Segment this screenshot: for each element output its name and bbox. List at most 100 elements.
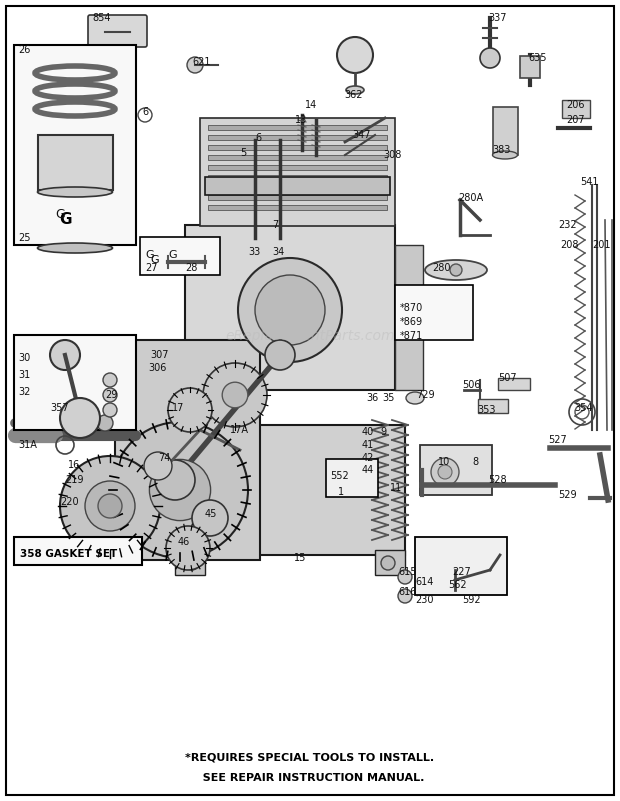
Text: 616: 616 (398, 587, 417, 597)
Text: 347: 347 (352, 130, 371, 140)
Text: 33: 33 (248, 247, 260, 257)
Circle shape (85, 481, 135, 531)
Text: 208: 208 (560, 240, 578, 250)
Bar (208, 155, 387, 160)
Circle shape (238, 258, 342, 362)
Text: 26: 26 (18, 45, 30, 55)
Bar (38, 135, 113, 190)
Circle shape (185, 556, 199, 570)
Bar (420, 445, 492, 495)
Text: 8: 8 (472, 457, 478, 467)
Bar (14, 335, 136, 430)
Ellipse shape (346, 86, 364, 94)
Text: 14: 14 (305, 100, 317, 110)
Bar (14, 537, 142, 565)
Text: 280: 280 (432, 263, 451, 273)
Circle shape (166, 526, 210, 570)
Circle shape (60, 456, 160, 556)
Text: 230: 230 (415, 595, 433, 605)
Text: 7: 7 (272, 220, 278, 230)
Circle shape (255, 275, 325, 345)
Bar (208, 205, 387, 210)
Circle shape (480, 48, 500, 68)
Ellipse shape (406, 392, 424, 404)
Ellipse shape (37, 187, 112, 197)
Text: 307: 307 (150, 350, 169, 360)
Text: 31: 31 (18, 370, 30, 380)
Text: 528: 528 (488, 475, 507, 485)
Bar (562, 100, 590, 118)
Bar (498, 378, 530, 390)
Text: 42: 42 (362, 453, 374, 463)
Circle shape (73, 411, 97, 435)
Text: 16: 16 (68, 460, 80, 470)
Circle shape (381, 556, 395, 570)
Circle shape (168, 388, 212, 432)
Text: 353: 353 (477, 405, 495, 415)
Text: SEE REPAIR INSTRUCTION MANUAL.: SEE REPAIR INSTRUCTION MANUAL. (195, 773, 425, 783)
Text: 9: 9 (380, 427, 386, 437)
Text: G: G (168, 250, 177, 260)
Text: G: G (145, 250, 154, 260)
Text: 529: 529 (558, 490, 577, 500)
Circle shape (155, 460, 195, 500)
Circle shape (112, 422, 248, 558)
Bar (14, 45, 136, 245)
Text: 17A: 17A (230, 425, 249, 435)
Text: 32: 32 (18, 387, 30, 397)
Text: 729: 729 (416, 390, 435, 400)
Bar (208, 135, 387, 140)
Bar (200, 118, 395, 226)
Text: 17: 17 (172, 403, 184, 413)
Text: 232: 232 (558, 220, 577, 230)
Text: 306: 306 (148, 363, 166, 373)
Bar (140, 237, 220, 275)
Circle shape (98, 494, 122, 518)
Bar (175, 425, 405, 555)
Circle shape (50, 340, 80, 370)
Bar (493, 107, 518, 155)
Bar (208, 145, 387, 150)
Text: 635: 635 (528, 53, 546, 63)
Text: 621: 621 (192, 57, 211, 67)
Text: 30: 30 (18, 353, 30, 363)
Text: G: G (151, 255, 159, 265)
Text: 27: 27 (145, 263, 157, 273)
Text: *871: *871 (400, 331, 423, 341)
Text: *870: *870 (400, 303, 423, 313)
Circle shape (398, 570, 412, 584)
FancyBboxPatch shape (88, 15, 147, 47)
Bar (395, 285, 473, 340)
Text: 227: 227 (452, 567, 471, 577)
Text: 40: 40 (362, 427, 374, 437)
Text: 5: 5 (240, 148, 246, 158)
Text: 592: 592 (462, 595, 480, 605)
Text: 11: 11 (390, 483, 402, 493)
Text: 1: 1 (338, 487, 344, 497)
Text: 6: 6 (255, 133, 261, 143)
Circle shape (103, 403, 117, 417)
Bar (395, 245, 423, 390)
Text: 44: 44 (362, 465, 374, 475)
Circle shape (149, 460, 211, 521)
Text: 614: 614 (415, 577, 433, 587)
Text: 28: 28 (185, 263, 197, 273)
Bar (175, 550, 205, 575)
Bar (415, 537, 507, 595)
Text: 10: 10 (438, 457, 450, 467)
Ellipse shape (425, 260, 487, 280)
Bar (478, 399, 508, 413)
Bar (208, 165, 387, 170)
Text: 358 GASKET SET: 358 GASKET SET (20, 549, 117, 559)
Bar (208, 185, 387, 190)
Text: 280A: 280A (458, 193, 483, 203)
Text: 552: 552 (330, 471, 348, 481)
Circle shape (438, 465, 452, 479)
Text: 354: 354 (574, 403, 593, 413)
Text: G: G (59, 212, 71, 227)
Text: 206: 206 (566, 100, 585, 110)
Ellipse shape (492, 151, 518, 159)
Circle shape (398, 589, 412, 603)
Text: 383: 383 (492, 145, 510, 155)
Text: G: G (55, 208, 64, 222)
